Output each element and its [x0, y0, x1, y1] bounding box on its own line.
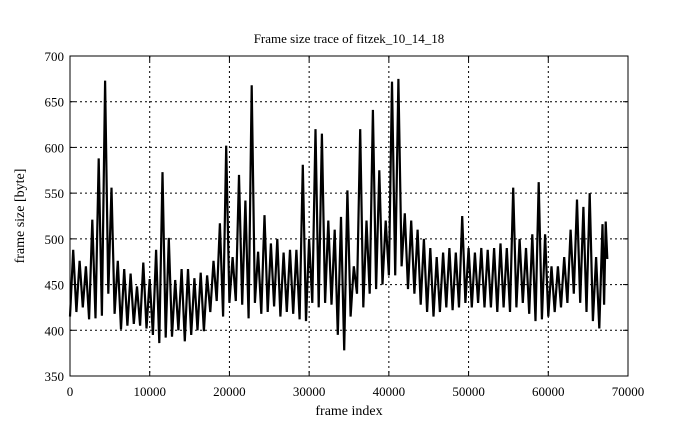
x-tick-label: 40000 [373, 384, 406, 399]
x-tick-label: 60000 [532, 384, 565, 399]
x-tick-label: 10000 [133, 384, 166, 399]
y-tick-label: 650 [45, 95, 65, 110]
chart-title: Frame size trace of fitzek_10_14_18 [254, 31, 445, 46]
x-tick-label: 70000 [612, 384, 645, 399]
y-tick-label: 600 [45, 140, 65, 155]
y-axis: 350 400 450 500 550 600 650 700 [45, 49, 628, 384]
y-tick-label: 350 [45, 369, 65, 384]
y-tick-label: 500 [45, 232, 65, 247]
y-tick-label: 400 [45, 323, 65, 338]
x-axis-label: frame index [315, 404, 382, 419]
plot-frame [69, 55, 629, 377]
y-tick-label: 700 [45, 49, 65, 64]
x-axis: 0 10000 20000 30000 40000 50000 60000 70000 [67, 56, 645, 399]
x-tick-label: 0 [67, 384, 74, 399]
series-line [68, 78, 609, 351]
y-tick-label: 450 [45, 278, 65, 293]
x-tick-label: 50000 [452, 384, 485, 399]
x-tick-label: 30000 [293, 384, 326, 399]
x-tick-label: 20000 [213, 384, 246, 399]
y-axis-label: frame size [byte] [13, 169, 28, 264]
y-tick-label: 550 [45, 186, 65, 201]
